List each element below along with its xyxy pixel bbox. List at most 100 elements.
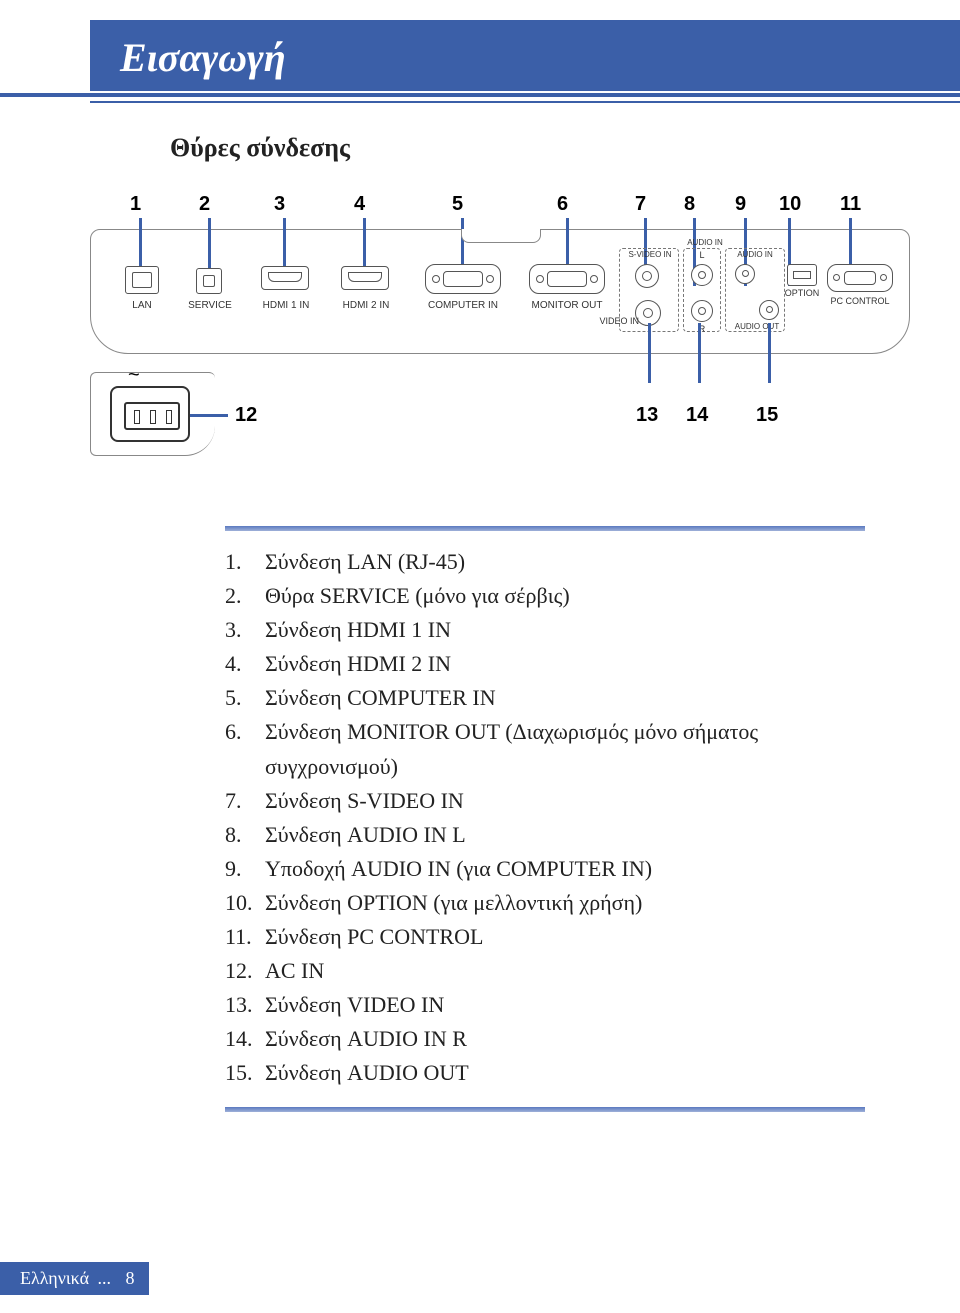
list-item-number: 13.: [225, 988, 265, 1022]
diagram: 1 2 3 4 5 6 7 8 9 10 11 LAN SERVICE HDMI 1 IN HDMI…: [90, 193, 910, 466]
list-rule-top: [225, 526, 865, 531]
list-item: 7.Σύνδεση S-VIDEO IN: [225, 784, 865, 818]
callout-6: 6: [557, 193, 568, 216]
list-item-number: 3.: [225, 613, 265, 647]
list-item: 1.Σύνδεση LAN (RJ-45): [225, 545, 865, 579]
label-monitor: MONITOR OUT: [529, 300, 605, 311]
list-item: 11.Σύνδεση PC CONTROL: [225, 920, 865, 954]
list-item-text: AC IN: [265, 954, 324, 988]
footer-page: 8: [126, 1268, 135, 1288]
list-item-text: Σύνδεση HDMI 1 IN: [265, 613, 451, 647]
port-computer-in: [425, 264, 501, 294]
list-item: 8.Σύνδεση AUDIO IN L: [225, 818, 865, 852]
callout-3: 3: [274, 193, 285, 216]
callout-11: 11: [840, 193, 861, 216]
label-hdmi1: HDMI 1 IN: [257, 300, 315, 311]
port-svideo: [635, 264, 659, 288]
list-item: 10.Σύνδεση OPTION (για μελλοντική χρήση): [225, 886, 865, 920]
port-list: 1.Σύνδεση LAN (RJ-45)2.Θύρα SERVICE (μόν…: [225, 526, 865, 1112]
list-item-text: Σύνδεση S-VIDEO IN: [265, 784, 464, 818]
port-hdmi2: [341, 266, 389, 290]
port-service: [196, 268, 222, 294]
callout-7: 7: [635, 193, 646, 216]
label-pccontrol: PC CONTROL: [827, 296, 893, 306]
list-item-text: Θύρα SERVICE (μόνο για σέρβις): [265, 579, 570, 613]
list-item-number: 12.: [225, 954, 265, 988]
label-audio-l: L: [687, 250, 717, 260]
callout-8: 8: [684, 193, 695, 216]
list-item-text: Σύνδεση HDMI 2 IN: [265, 647, 451, 681]
list-item-number: 5.: [225, 681, 265, 715]
list-item-number: 10.: [225, 886, 265, 920]
ac-block: ~ 12 131415: [90, 366, 910, 466]
list-item-text: Σύνδεση MONITOR OUT (Διαχωρισμός μόνο σή…: [265, 715, 865, 783]
list-item: 5.Σύνδεση COMPUTER IN: [225, 681, 865, 715]
list-item-number: 8.: [225, 818, 265, 852]
list-item-text: Σύνδεση AUDIO IN R: [265, 1022, 467, 1056]
label-audio-in: AUDIO IN: [727, 250, 783, 259]
list-item-text: Σύνδεση AUDIO IN L: [265, 818, 466, 852]
list-item: 6.Σύνδεση MONITOR OUT (Διαχωρισμός μόνο …: [225, 715, 865, 783]
header-rule: [90, 97, 960, 103]
list-item-number: 6.: [225, 715, 265, 783]
list-item-text: Σύνδεση VIDEO IN: [265, 988, 444, 1022]
callout-14: 14: [686, 404, 708, 427]
callout-1: 1: [130, 193, 141, 216]
port-lan: [125, 266, 159, 294]
list-item-number: 2.: [225, 579, 265, 613]
list-item-text: Σύνδεση LAN (RJ-45): [265, 545, 465, 579]
list-item-number: 9.: [225, 852, 265, 886]
callout-10: 10: [779, 193, 801, 216]
callout-13: 13: [636, 404, 658, 427]
list-rule-bottom: [225, 1107, 865, 1112]
port-monitor-out: [529, 264, 605, 294]
callout-5: 5: [452, 193, 463, 216]
lead-15: [768, 323, 771, 383]
list-item: 3.Σύνδεση HDMI 1 IN: [225, 613, 865, 647]
list-item-number: 11.: [225, 920, 265, 954]
callout-9: 9: [735, 193, 746, 216]
footer-band: Ελληνικά ... 8: [0, 1262, 149, 1295]
label-hdmi2: HDMI 2 IN: [337, 300, 395, 311]
list-item-text: Σύνδεση OPTION (για μελλοντική χρήση): [265, 886, 642, 920]
callout-row-top: 1 2 3 4 5 6 7 8 9 10 11: [90, 193, 910, 229]
footer-lang: Ελληνικά: [20, 1268, 89, 1288]
callout-2: 2: [199, 193, 210, 216]
label-lan: LAN: [121, 300, 163, 311]
list-item-number: 15.: [225, 1056, 265, 1090]
page-title: Εισαγωγή: [90, 20, 960, 93]
label-audio-r: R: [687, 324, 717, 334]
panel-notch: [461, 229, 541, 243]
list-item: 13.Σύνδεση VIDEO IN: [225, 988, 865, 1022]
lead-13: [648, 323, 651, 383]
port-audio-in: [735, 264, 755, 284]
port-audio-out: [759, 300, 779, 320]
port-ac-in: [110, 386, 190, 442]
list-item-text: Υποδοχή AUDIO IN (για COMPUTER IN): [265, 852, 652, 886]
list-item: 12.AC IN: [225, 954, 865, 988]
list-item-text: Σύνδεση AUDIO OUT: [265, 1056, 469, 1090]
list-item-number: 4.: [225, 647, 265, 681]
rear-panel: LAN SERVICE HDMI 1 IN HDMI 2 IN COMPUTER…: [90, 229, 910, 354]
list-item-text: Σύνδεση PC CONTROL: [265, 920, 483, 954]
list-item-number: 14.: [225, 1022, 265, 1056]
label-audio-in-top: AUDIO IN: [685, 238, 725, 247]
list-item: 14.Σύνδεση AUDIO IN R: [225, 1022, 865, 1056]
label-service: SERVICE: [185, 300, 235, 311]
label-video: VIDEO IN: [591, 316, 639, 326]
list-item-number: 1.: [225, 545, 265, 579]
footer-sep: ...: [98, 1268, 112, 1288]
label-svideo: S-VIDEO IN: [619, 250, 681, 259]
port-hdmi1: [261, 266, 309, 290]
port-pccontrol: [827, 264, 893, 292]
section-title: Θύρες σύνδεσης: [170, 133, 960, 163]
label-option: OPTION: [781, 288, 823, 298]
list-item-number: 7.: [225, 784, 265, 818]
callout-4: 4: [354, 193, 365, 216]
header-wrap: Εισαγωγή: [0, 20, 960, 97]
list-item: 2.Θύρα SERVICE (μόνο για σέρβις): [225, 579, 865, 613]
label-computer: COMPUTER IN: [425, 300, 501, 311]
lead-14: [698, 323, 701, 383]
port-audio-l: [691, 264, 713, 286]
port-option: [787, 264, 817, 286]
